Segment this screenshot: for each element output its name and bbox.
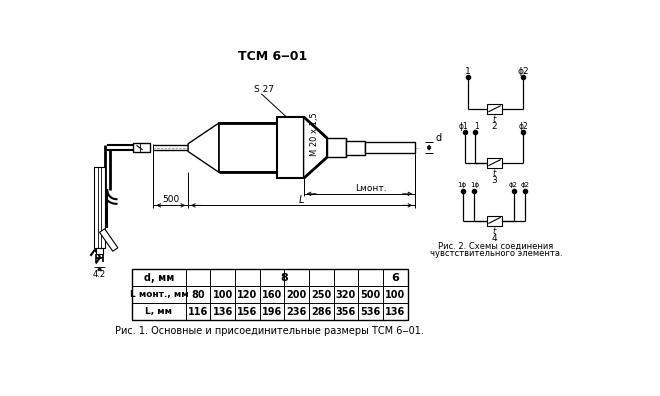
Text: 136: 136 [213,307,233,317]
Text: 4: 4 [492,234,498,243]
Bar [346,141,365,154]
Text: t: t [493,227,496,236]
Text: 160: 160 [262,290,282,300]
Bar [219,123,277,172]
Text: L, мм: L, мм [145,307,172,316]
Text: 196: 196 [262,307,282,317]
Text: Рис. 1. Основные и присоединительные размеры ТСМ 6‒01.: Рис. 1. Основные и присоединительные раз… [115,326,423,336]
Bar [487,158,502,168]
Text: 200: 200 [286,290,307,300]
Text: 116: 116 [188,307,209,317]
Text: 236: 236 [286,307,307,317]
Text: ϕ2: ϕ2 [509,182,517,188]
Text: чувстствительного элемента.: чувстствительного элемента. [430,249,562,258]
Bar [365,142,415,153]
Text: Рис. 2. Схемы соединения: Рис. 2. Схемы соединения [438,242,554,251]
Bar [487,216,502,226]
Text: L: L [299,195,304,205]
Polygon shape [304,117,327,179]
Text: ϕ1: ϕ1 [459,122,469,131]
Text: 120: 120 [237,290,257,300]
Text: 80: 80 [191,290,205,300]
Text: 156: 156 [237,307,257,317]
Text: ϕ2: ϕ2 [518,122,528,131]
Text: Lмонт.: Lмонт. [355,184,387,193]
Text: М 20 х 1,5: М 20 х 1,5 [310,112,319,156]
Text: 500: 500 [162,196,180,204]
Text: 500: 500 [360,290,381,300]
Text: 1: 1 [474,122,478,131]
Text: 3: 3 [492,176,498,185]
Bar [133,143,150,152]
Text: d, мм: d, мм [144,273,174,283]
Bar [132,269,408,320]
Bar [487,104,502,114]
Text: 100: 100 [385,290,405,300]
Text: S 27: S 27 [253,86,273,94]
Text: 286: 286 [311,307,331,317]
Text: 250: 250 [311,290,331,300]
Text: L монт., мм: L монт., мм [129,290,188,299]
Text: 1ϕ: 1ϕ [470,182,479,188]
Text: 320: 320 [336,290,356,300]
Text: 4.2: 4.2 [93,270,106,279]
Text: ϕ2: ϕ2 [521,182,530,188]
Text: 356: 356 [336,307,356,317]
Text: 536: 536 [360,307,381,317]
Text: t: t [493,169,496,178]
Text: 2: 2 [492,122,498,131]
Text: 136: 136 [385,307,405,317]
Text: 1: 1 [465,67,471,76]
Bar [100,229,118,251]
Bar [327,138,346,157]
Text: 6: 6 [391,273,399,283]
Bar [94,167,105,248]
Text: 1ϕ: 1ϕ [457,182,467,188]
Text: d: d [436,133,442,143]
Bar [277,117,304,179]
Text: 100: 100 [213,290,233,300]
Bar [96,248,104,254]
Text: ТСМ 6‒01: ТСМ 6‒01 [238,50,308,63]
Text: t: t [493,115,496,124]
Text: 8: 8 [280,273,288,283]
Text: ϕ2: ϕ2 [517,67,529,76]
Polygon shape [188,123,219,172]
